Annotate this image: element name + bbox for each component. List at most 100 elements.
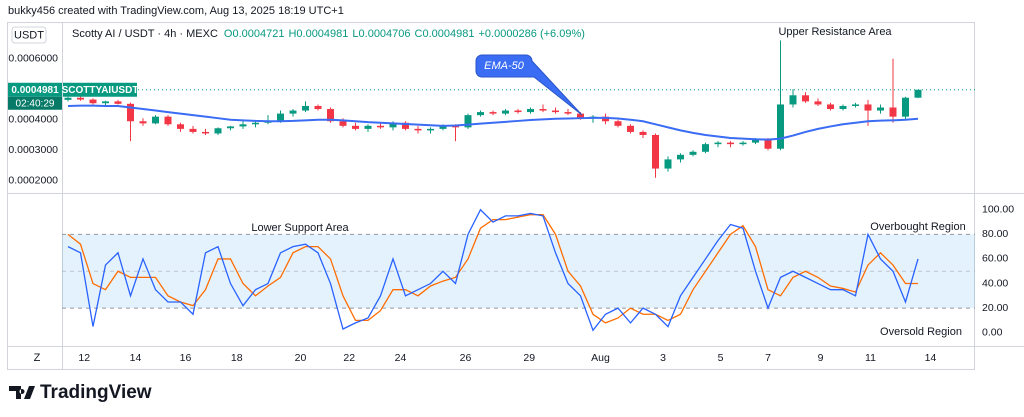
- x-tick-label: 5: [718, 352, 724, 364]
- x-tick-label: 26: [460, 352, 472, 364]
- candle-body: [514, 110, 522, 113]
- candle-body: [339, 121, 347, 126]
- legend: Scotty AI / USDT · 4h · MEXC O0.0004721 H0…: [72, 28, 585, 40]
- candle-body: [789, 95, 797, 105]
- candle-body: [114, 101, 122, 104]
- candle-body: [914, 89, 922, 98]
- candle-body: [564, 112, 572, 114]
- x-tick-label: 11: [865, 352, 876, 364]
- y-tick-label: 60.00: [982, 253, 1008, 265]
- candle-body: [714, 142, 722, 145]
- x-tick-label: 18: [231, 352, 243, 364]
- x-tick-label: 14: [130, 352, 142, 364]
- candle-body: [727, 142, 734, 145]
- candle-body: [552, 110, 559, 113]
- legend-symbol: Scotty AI / USDT · 4h · MEXC: [72, 28, 218, 40]
- annotation: Overbought Region: [870, 221, 965, 233]
- legend-close: C0.0004981: [415, 28, 475, 40]
- candle-body: [377, 125, 384, 128]
- stoch-line: [67, 208, 919, 332]
- candle-body: [664, 159, 672, 169]
- x-tick-label: Aug: [591, 352, 610, 364]
- x-tick-label: 22: [343, 352, 355, 364]
- candle-body: [752, 139, 759, 143]
- candle-body: [427, 128, 434, 131]
- candle-body: [814, 101, 822, 105]
- annotation: Upper Resistance Area: [778, 26, 892, 38]
- candle-body: [739, 142, 747, 145]
- ema-line: [67, 104, 919, 141]
- candle-body: [902, 97, 909, 117]
- x-tick-label: 20: [295, 352, 307, 364]
- legend-high: H0.0004981: [288, 28, 348, 40]
- candle-body: [539, 109, 547, 111]
- candle-body: [239, 124, 247, 127]
- candle-body: [777, 104, 784, 149]
- candle-body: [627, 125, 634, 132]
- x-tick-label: 7: [765, 352, 771, 364]
- header-text: bukky456 created with TradingView.com, A…: [8, 5, 344, 17]
- y-tick-label: 0.0006000: [8, 52, 58, 64]
- y-tick-label: 0.0003000: [8, 144, 58, 156]
- y-tick-label: 0.0004000: [8, 113, 58, 125]
- legend-low: L0.0004706: [352, 28, 410, 40]
- stoch-line: [67, 214, 918, 324]
- candle-body: [252, 122, 259, 125]
- candle-body: [64, 97, 72, 100]
- candle-body: [639, 131, 647, 135]
- candle-body: [802, 95, 809, 102]
- candle-body: [164, 116, 172, 125]
- candle-body: [502, 110, 509, 114]
- footer-brand: TradingView: [40, 382, 152, 403]
- candle-body: [89, 99, 97, 104]
- candle-body: [177, 124, 184, 129]
- candle-body: [614, 121, 622, 126]
- annotation: Oversold Region: [880, 326, 962, 338]
- y-tick-label: 40.00: [982, 277, 1008, 289]
- candle-body: [202, 131, 209, 134]
- candle-body: [139, 121, 147, 124]
- y-tick-label: 80.00: [982, 228, 1008, 240]
- candle-body: [577, 113, 584, 119]
- candle-body: [489, 112, 497, 114]
- candle-body: [389, 122, 397, 128]
- candle-body: [277, 113, 284, 122]
- x-tick-label: 16: [180, 352, 192, 364]
- callout-shape: [475, 54, 583, 116]
- x-tick-label: 14: [925, 352, 937, 364]
- x-tick-label: 3: [660, 352, 666, 364]
- candle-body: [352, 125, 359, 129]
- candle-body: [839, 105, 847, 110]
- currency-box[interactable]: [11, 26, 47, 44]
- candle-body: [127, 103, 134, 122]
- candle-body: [189, 128, 197, 132]
- candle-body: [302, 105, 309, 111]
- y-tick-label: 0.00: [982, 326, 1003, 338]
- candle-body: [602, 116, 609, 122]
- candle-body: [227, 126, 234, 129]
- candle-body: [439, 125, 447, 129]
- x-tick-label: 9: [818, 352, 824, 364]
- candle-body: [764, 139, 772, 149]
- candle-body: [889, 107, 897, 117]
- last-price-badge: [8, 82, 62, 97]
- candle-body: [702, 144, 709, 152]
- symbol-tag: [63, 82, 137, 97]
- annotation: Lower Support Area: [251, 222, 349, 234]
- x-tick-label: 29: [523, 352, 535, 364]
- legend-change: +0.0000286 (+6.09%): [478, 28, 584, 40]
- y-tick-label: 100.00: [982, 204, 1014, 216]
- countdown-label: 02:40:29: [16, 98, 55, 109]
- timezone-button[interactable]: Z: [34, 352, 41, 364]
- candle-body: [152, 116, 159, 124]
- candle-body: [314, 105, 322, 110]
- y-tick-label: 0.0002000: [8, 175, 58, 187]
- candle-body: [452, 125, 459, 128]
- currency-label[interactable]: USDT: [14, 29, 44, 41]
- candle-body: [852, 104, 859, 106]
- candle-body: [527, 109, 534, 113]
- y-tick-label: 20.00: [982, 302, 1008, 314]
- candle-body: [677, 154, 684, 160]
- legend-open: O0.0004721: [224, 28, 285, 40]
- x-tick-label: 12: [78, 352, 90, 364]
